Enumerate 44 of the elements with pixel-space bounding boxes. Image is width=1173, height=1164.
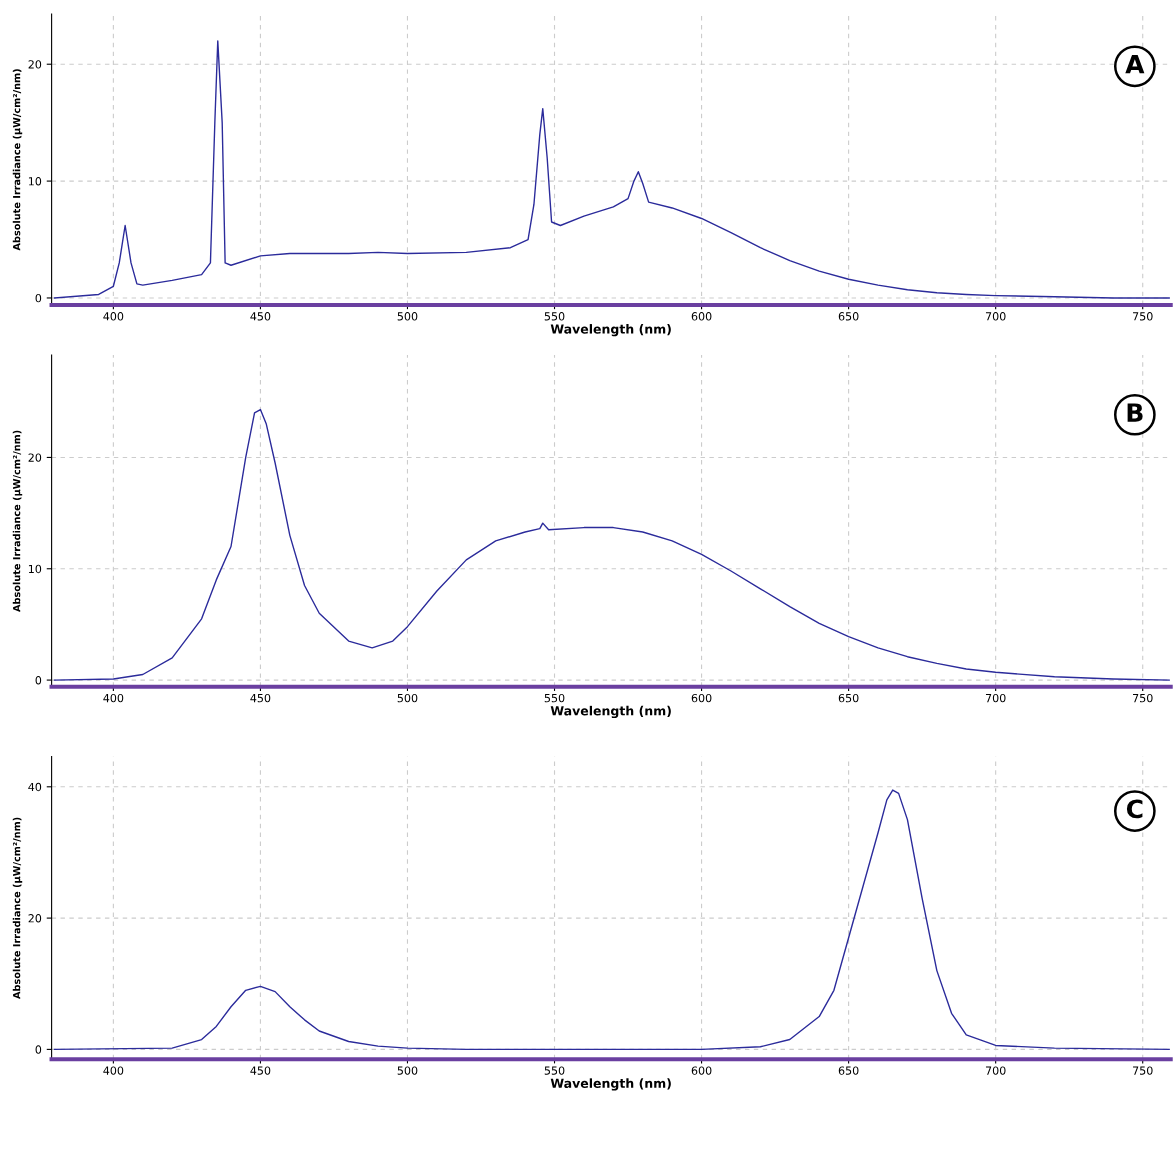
- x-tick-label: 550: [544, 312, 565, 321]
- x-axis-title: Wavelength (nm): [550, 705, 671, 719]
- line-series: [53, 40, 1170, 299]
- x-tick-label: 750: [1133, 312, 1153, 321]
- y-tick-label: 10: [28, 177, 42, 186]
- y-tick-label: 20: [28, 453, 42, 462]
- y-tick-label: 0: [35, 1045, 42, 1054]
- x-tick-label: 500: [397, 1066, 418, 1075]
- x-tick-label: 500: [397, 693, 418, 703]
- y-axis-title: Absolute Irradiance (µW/cm²/nm): [12, 817, 23, 999]
- x-tick-label: 600: [691, 1066, 712, 1075]
- x-tick-label: 700: [985, 693, 1006, 703]
- x-tick-label: 550: [544, 693, 565, 703]
- x-tick-label: 700: [985, 1066, 1006, 1075]
- x-tick-label: 650: [838, 1066, 859, 1075]
- x-tick-label: 400: [103, 1066, 124, 1075]
- x-tick-label: 400: [103, 693, 124, 703]
- x-tick-label: 750: [1133, 1066, 1153, 1075]
- x-tick-label: 450: [250, 1066, 271, 1075]
- x-tick-label: 650: [838, 312, 859, 321]
- y-axis-title: Absolute Irradiance (µW/cm²/nm): [12, 69, 23, 251]
- x-tick-label: 600: [691, 693, 712, 703]
- y-tick-label: 20: [28, 914, 42, 923]
- x-tick-label: 450: [250, 312, 271, 321]
- annotation: A: [1125, 55, 1145, 74]
- x-axis-title: Wavelength (nm): [550, 1078, 671, 1091]
- y-tick-label: 10: [28, 564, 42, 574]
- y-tick-label: 40: [28, 782, 42, 792]
- x-tick-label: 500: [397, 312, 418, 321]
- y-axis-title: Absolute Irradiance (µW/cm²/nm): [12, 430, 23, 612]
- x-tick-label: 750: [1133, 693, 1153, 703]
- x-axis-title: Wavelength (nm): [550, 324, 671, 337]
- line-series: [53, 789, 1170, 1051]
- x-tick-label: 450: [250, 693, 271, 703]
- y-tick-label: 20: [28, 60, 42, 69]
- x-tick-label: 550: [544, 1066, 565, 1075]
- y-tick-label: 0: [35, 293, 42, 303]
- y-tick-label: 0: [35, 676, 42, 685]
- x-tick-label: 400: [103, 312, 124, 321]
- annotation: B: [1127, 403, 1143, 422]
- x-tick-label: 700: [985, 312, 1006, 321]
- annotation: C: [1126, 799, 1143, 819]
- x-tick-label: 600: [691, 312, 712, 321]
- x-tick-label: 650: [838, 693, 859, 703]
